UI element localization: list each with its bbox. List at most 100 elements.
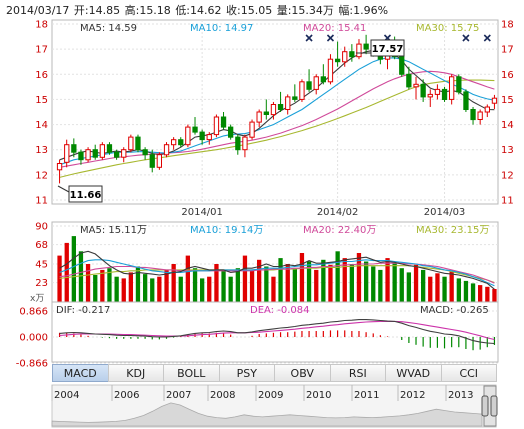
volume-ytick: 68: [35, 240, 48, 251]
candle-body: [114, 151, 120, 158]
candle-body: [470, 109, 476, 121]
legend-ma30: MA30: 15.75: [416, 23, 479, 34]
volume-bar: [456, 278, 461, 302]
volume-bar: [164, 269, 169, 302]
price-legend: MA5: 14.59 MA10: 14.97 MA20: 15.41 MA30:…: [80, 23, 479, 34]
candle-body: [228, 126, 234, 138]
candle-body: [213, 116, 220, 136]
candle-body: [292, 96, 298, 100]
candle-body: [449, 76, 455, 100]
volume-bar: [285, 264, 290, 302]
price-gridlines: [52, 20, 498, 204]
tab-macd[interactable]: MACD: [52, 364, 109, 382]
timeline-year-label: 2010: [306, 390, 331, 401]
price-ytick-left: 14: [35, 120, 48, 131]
price-panel: 18 17 16 15 14 13 12 11 18 17 16 15 14 13 12 11 2014/0…: [35, 19, 514, 218]
volume-ytick: 45: [35, 260, 48, 271]
timeline-navigator[interactable]: 2004 2006 2007 2008 2009 2010 2011 2012 2013: [51, 384, 498, 428]
candle-body: [92, 149, 98, 158]
volume-unit: x万: [30, 294, 44, 304]
low-price-callout: 11.66: [57, 185, 103, 203]
timeline-year-label: 2008: [210, 390, 235, 401]
candle-body: [456, 76, 462, 93]
quote-date: 2014/03/17: [6, 4, 70, 17]
candle-body: [256, 111, 262, 123]
tab-kdj[interactable]: KDJ: [107, 364, 164, 382]
price-ytick-right: 16: [501, 70, 514, 81]
candle-body: [349, 51, 355, 58]
candle-body: [106, 144, 113, 153]
price-yaxis-left: 18 17 16 15 14 13 12 11: [35, 20, 48, 207]
macd-legend-dea: DEA: -0.084: [250, 305, 309, 316]
price-ytick-left: 13: [35, 145, 48, 156]
timeline-year-label: 2011: [354, 390, 379, 401]
volume-bar: [306, 261, 312, 302]
tab-wvad[interactable]: WVAD: [385, 364, 442, 382]
price-ytick-right: 18: [501, 20, 514, 31]
candle-body: [313, 76, 319, 90]
volume-bar: [249, 269, 255, 302]
candle-body: [441, 88, 448, 101]
volume-bar: [214, 264, 219, 302]
volume-bar: [421, 269, 426, 302]
volume-bar: [328, 264, 333, 302]
vol-ma10-line: [59, 259, 495, 287]
volume-bar: [399, 268, 404, 302]
price-ytick-left: 16: [35, 70, 48, 81]
candle-body: [356, 43, 362, 58]
price-xtick: 2014/02: [317, 207, 359, 218]
tab-cci[interactable]: CCI: [440, 364, 497, 382]
candle-body: [185, 126, 191, 146]
price-yaxis-right: 18 17 16 15 14 13 12 11: [501, 20, 514, 207]
candle-body: [263, 111, 270, 115]
volume-bar: [478, 285, 483, 302]
volume-bar: [356, 253, 362, 302]
high-price-callout: 17.57: [356, 39, 405, 57]
candle-body: [85, 149, 91, 161]
price-ytick-right: 17: [501, 45, 514, 56]
vol-ma5-line: [59, 250, 495, 290]
timeline-history: [51, 402, 483, 427]
event-marker: [326, 34, 335, 42]
tab-psy[interactable]: PSY: [218, 364, 275, 382]
volume-bar: [57, 255, 62, 302]
volume-bar: [371, 266, 376, 302]
price-ytick-left: 18: [35, 20, 48, 31]
candle-body: [220, 116, 227, 128]
candle-body: [363, 43, 369, 50]
candle-body: [342, 51, 348, 63]
tab-rsi[interactable]: RSI: [329, 364, 386, 382]
tab-obv[interactable]: OBV: [274, 364, 331, 382]
timeline-handle-left[interactable]: [481, 395, 489, 417]
candle-body: [64, 144, 70, 163]
macd-yaxis: 0.866 0.000 -0.866: [16, 307, 48, 370]
candle-body: [320, 76, 327, 83]
tab-boll[interactable]: BOLL: [163, 364, 220, 382]
volume-bar: [135, 266, 141, 302]
timeline-handle-right[interactable]: [490, 395, 498, 417]
timeline-area: [51, 402, 483, 427]
high-callout-box: [370, 39, 405, 57]
price-ytick-left: 17: [35, 45, 48, 56]
volume-bar: [64, 242, 69, 302]
volume-bar: [413, 264, 419, 302]
candle-body: [413, 83, 419, 88]
candle-body: [306, 81, 312, 90]
candle-body: [135, 136, 141, 151]
volume-bar: [335, 251, 340, 302]
price-ytick-right: 11: [501, 196, 514, 207]
candle-body: [99, 144, 105, 158]
volume-bar: [150, 278, 155, 302]
price-xtick: 2014/01: [181, 207, 223, 218]
dif-line: [59, 319, 495, 345]
candle-body: [463, 91, 469, 111]
timeline-year-label: 2004: [54, 390, 79, 401]
candle-body: [156, 154, 162, 168]
volume-bar: [349, 264, 354, 302]
price-ytick-right: 12: [501, 170, 514, 181]
volume-panel: 90 68 45 23 x万 MA5: 15.11万 MA10: 19.14万 MA2…: [30, 221, 499, 304]
volume-bar: [406, 272, 411, 302]
low-callout-label: 11.66: [70, 190, 102, 201]
vol-legend-ma30: MA30: 23.15万: [416, 225, 489, 236]
candle-body: [178, 139, 184, 146]
